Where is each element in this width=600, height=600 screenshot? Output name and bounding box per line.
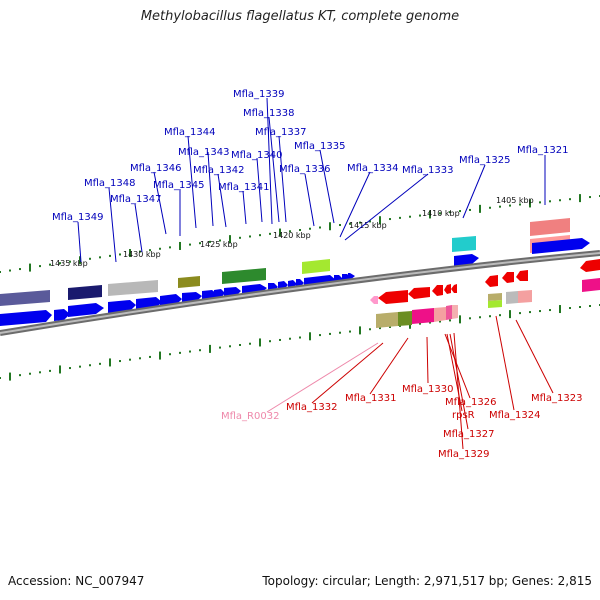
cog-box [530, 218, 570, 236]
reverse-gene-arrows [370, 259, 600, 304]
cog-box [452, 305, 458, 319]
gene-arrow [580, 259, 600, 272]
gene-label: Mfla_1335 [294, 141, 346, 152]
gene-arrow [0, 310, 52, 326]
cog-box [506, 291, 518, 304]
gene-arrow [408, 287, 430, 299]
gene-label: Mfla_1339 [233, 89, 285, 100]
cog-box [398, 311, 412, 326]
gene-arrow [454, 254, 479, 266]
gene-label: Mfla_1349 [52, 212, 104, 223]
gene-label: Mfla_1340 [231, 150, 283, 161]
cog-box [222, 268, 266, 284]
cog-box [488, 300, 502, 308]
kbp-label: 1430 kbp [123, 250, 161, 259]
inner-tick-track [0, 304, 600, 381]
gene-arrow [68, 303, 104, 317]
kbp-label: 1405 kbp [496, 196, 534, 205]
topology-summary: Topology: circular; Length: 2,971,517 bp… [262, 574, 592, 588]
gene-label: Mfla_1327 [443, 429, 495, 440]
kbp-label: 1420 kbp [273, 231, 311, 240]
gene-label: Mfla_1334 [347, 163, 399, 174]
forward-cog-boxes [0, 218, 570, 306]
gene-label: Mfla_1325 [459, 155, 511, 166]
cog-box [376, 312, 398, 328]
gene-label: Mfla_1346 [130, 163, 182, 174]
gene-arrow [516, 270, 528, 281]
gene-arrow [370, 296, 378, 304]
cog-box [0, 290, 50, 306]
gene-label: Mfla_1333 [402, 165, 454, 176]
gene-label: Mfla_1336 [279, 164, 331, 175]
forward-gene-arrows [0, 238, 590, 326]
gene-arrow [378, 290, 408, 304]
cog-box [452, 236, 476, 252]
kbp-label: 1435 kbp [50, 259, 88, 268]
cog-box [446, 305, 452, 320]
map-title: Methylobacillus flagellatus KT, complete… [140, 9, 460, 24]
forward-labels: Mfla_1339 Mfla_1338 Mfla_1337 Mfla_1344 … [52, 89, 569, 223]
gene-arrow [444, 284, 451, 294]
cog-box [412, 308, 434, 324]
gene-label: Mfla_1337 [255, 127, 307, 138]
gene-label: Mfla_1348 [84, 178, 136, 189]
rna-label: Mfla_R0032 [221, 411, 279, 422]
cog-box [302, 259, 330, 274]
cog-box [488, 293, 502, 301]
kbp-label: 1415 kbp [349, 221, 387, 230]
reverse-cog-boxes [376, 290, 532, 328]
gene-label: Mfla_1323 [531, 393, 583, 404]
gene-label: rpsR [452, 410, 475, 421]
forward-leader-lines [77, 97, 546, 263]
kbp-label: 1425 kbp [200, 240, 238, 249]
cog-box [178, 276, 200, 288]
genome-backbone [0, 250, 600, 336]
gene-label: Mfla_1330 [402, 384, 454, 395]
reverse-leader-lines [266, 315, 554, 450]
accession-text: Accession: NC_007947 [8, 574, 145, 588]
gene-label: Mfla_1324 [489, 410, 541, 421]
kbp-ruler: 1435 kbp 1430 kbp 1425 kbp 1420 kbp 1415… [50, 196, 534, 268]
gene-label: Mfla_1329 [438, 449, 490, 460]
gene-arrow [582, 278, 600, 292]
cog-box [68, 285, 102, 300]
cog-box [108, 280, 158, 296]
gene-arrow [532, 238, 590, 254]
gene-label: Mfla_1342 [193, 165, 245, 176]
gene-label: Mfla_1347 [110, 194, 162, 205]
gene-label: Mfla_1345 [153, 180, 205, 191]
gene-arrow [432, 285, 443, 296]
gene-arrow [502, 272, 514, 283]
gene-label: Mfla_1331 [345, 393, 397, 404]
gene-label: Mfla_1321 [517, 145, 569, 156]
gene-label: Mfla_1344 [164, 127, 216, 138]
gene-label: Mfla_1341 [218, 182, 270, 193]
gene-label: Mfla_1332 [286, 402, 338, 413]
gene-arrow [451, 284, 457, 293]
reverse-labels: Mfla_R0032 Mfla_1332 Mfla_1331 Mfla_1330… [221, 384, 583, 460]
gene-label: Mfla_1343 [178, 147, 230, 158]
gene-label: Mfla_1338 [243, 108, 295, 119]
kbp-label: 1410 kbp [422, 209, 460, 218]
cog-box [434, 307, 446, 322]
gene-arrow [54, 309, 70, 321]
cog-box [518, 290, 532, 303]
gene-arrow [485, 275, 498, 287]
gene-label: Mfla_1326 [445, 397, 497, 408]
